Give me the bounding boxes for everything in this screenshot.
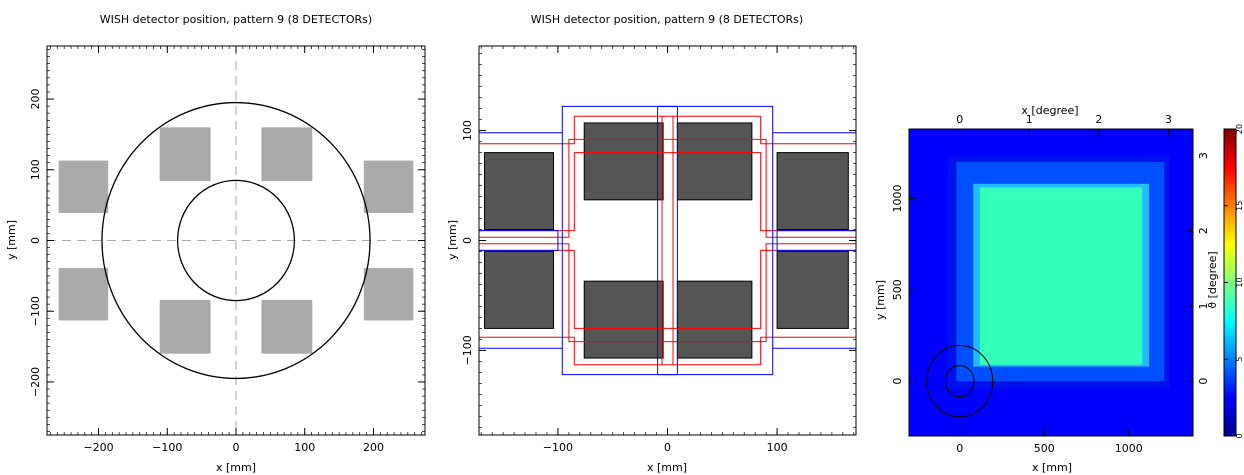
panel-1-xlabel: x [mm] <box>216 461 256 474</box>
heatmap-region-core <box>980 187 1143 365</box>
panel-1-plot <box>47 46 425 435</box>
panel-3-y2-tick-label: 2 <box>1197 227 1210 234</box>
panel-2-frame <box>478 45 857 436</box>
panel-1-y-tick-label: 0 <box>29 237 42 244</box>
panel-2-xlabel: x [mm] <box>647 461 687 474</box>
panel-3-x2-tick-label: 1 <box>1026 113 1033 126</box>
detector-square <box>159 299 211 354</box>
detector-square <box>261 127 313 182</box>
panel-3-x-tick-label: 1000 <box>1115 442 1143 455</box>
panel-1-x-tick-label: 0 <box>233 441 240 454</box>
panel-3-y-tick-label: 0 <box>891 378 904 385</box>
panel-3-x-tick-label: 500 <box>1034 442 1055 455</box>
detector-square <box>261 299 313 354</box>
panel-1-x-tick-label: −100 <box>152 441 182 454</box>
panel-2-y-tick-label: 0 <box>461 237 474 244</box>
panel-1-x-tick-label: 100 <box>294 441 315 454</box>
panel-3-x2-tick-label: 0 <box>956 113 963 126</box>
panel-2-y-tick-label: 100 <box>461 120 474 141</box>
panel-3-ylabel: y [mm] <box>874 280 887 320</box>
detector-square <box>159 127 211 182</box>
detector-square <box>363 268 414 321</box>
blue-outline <box>776 230 856 251</box>
red-outline <box>479 243 856 343</box>
colorbar-ticks: 0 5 10 15 20 <box>1224 124 1244 439</box>
field-circle <box>944 365 975 398</box>
red-outline <box>479 152 856 232</box>
detector-square <box>583 280 664 359</box>
panel-2-x-tick-label: 0 <box>664 441 671 454</box>
blue-outline <box>479 105 856 134</box>
field-circle <box>101 101 371 380</box>
field-circle <box>926 345 994 418</box>
red-outline <box>479 138 856 238</box>
detector-square <box>676 280 753 359</box>
panel-3-y-tick-label: 500 <box>891 279 904 300</box>
red-outline <box>479 115 856 145</box>
panel-3-y2-tick-label: 0 <box>1197 378 1210 385</box>
panel-1-y-tick-label: −200 <box>29 367 42 397</box>
panel-2-plot <box>479 105 856 376</box>
detector-square <box>483 250 555 329</box>
colorbar-tick-label: 0 <box>1235 433 1244 438</box>
panel-1-ylabel: y [mm] <box>5 220 18 260</box>
panel-1-y-tick-label: 100 <box>29 159 42 180</box>
panel-3: 0 500 1000 0 500 1000 0 1 2 3 0 1 2 3 x [mm] x [degre… <box>874 104 1244 474</box>
panel-3-x2-tick-label: 2 <box>1095 113 1102 126</box>
panel-1-y-tick-label: −100 <box>29 296 42 326</box>
detector-square <box>58 268 109 321</box>
panel-3-y-tick-label: 1000 <box>891 184 904 212</box>
panel-3-x2-tick-label: 3 <box>1165 113 1172 126</box>
blue-outline <box>657 105 678 376</box>
panel-2-ticks: −100 0 100 −100 0 100 <box>461 46 856 454</box>
panel-2-x-tick-label: −100 <box>543 441 573 454</box>
panel-2-title: WISH detector position, pattern 9 (8 DET… <box>531 13 803 26</box>
detector-square <box>583 122 664 201</box>
panel-1-y-tick-label: 200 <box>29 89 42 110</box>
panel-3-heatmap <box>909 129 1193 436</box>
panel-3-y2-tick-label: 3 <box>1197 152 1210 159</box>
panel-2: WISH detector position, pattern 9 (8 DET… <box>446 13 857 474</box>
detector-square <box>363 160 414 213</box>
panel-2-y-tick-label: −100 <box>461 335 474 365</box>
detector-square <box>58 160 109 213</box>
panel-2-x-tick-label: 100 <box>767 441 788 454</box>
colorbar-tick-label: 10 <box>1235 277 1244 287</box>
colorbar-tick-label: 20 <box>1235 124 1244 134</box>
detector-square <box>776 152 849 231</box>
panel-1-ticks: −200 −100 0 100 200 −200 −100 0 100 200 <box>29 46 425 454</box>
colorbar-tick-label: 15 <box>1235 201 1244 211</box>
panel-3-frame <box>908 128 1194 437</box>
colorbar-tick-label: 5 <box>1235 357 1244 362</box>
detector-square <box>776 250 849 329</box>
panel-1-x-tick-label: −200 <box>83 441 113 454</box>
field-circle <box>176 179 296 302</box>
red-outline <box>479 249 856 329</box>
panel-1-x-tick-label: 200 <box>363 441 384 454</box>
panel-3-x-tick-label: 0 <box>956 442 963 455</box>
panel-3-y2-tick-label: 1 <box>1197 302 1210 309</box>
panel-1-title: WISH detector position, pattern 9 (8 DET… <box>100 13 372 26</box>
panel-1: WISH detector position, pattern 9 (8 DET… <box>5 13 426 474</box>
red-outline <box>479 336 856 366</box>
detector-square <box>483 152 555 231</box>
panel-2-ylabel: y [mm] <box>446 220 459 260</box>
detector-square <box>676 122 753 201</box>
blue-outline <box>479 230 559 251</box>
panel-3-ticks: 0 500 1000 0 500 1000 0 1 2 3 0 1 2 3 <box>891 113 1210 455</box>
panel-3-x2label: x [degree] <box>1021 104 1078 117</box>
blue-outline <box>479 347 856 376</box>
panel-3-xlabel: x [mm] <box>1032 461 1072 474</box>
panel-3-y2label: ϑ [degree] <box>1206 251 1219 308</box>
